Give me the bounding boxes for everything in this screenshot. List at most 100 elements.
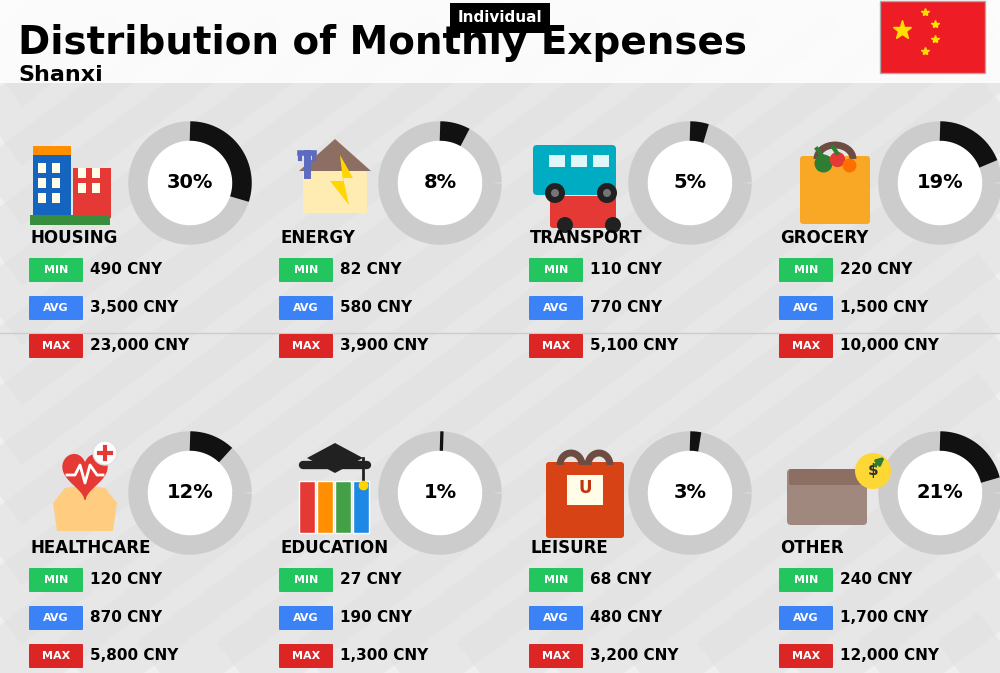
FancyBboxPatch shape [779, 606, 833, 630]
Text: MIN: MIN [294, 265, 318, 275]
FancyBboxPatch shape [529, 606, 583, 630]
Text: 30%: 30% [167, 174, 213, 192]
Text: 3,500 CNY: 3,500 CNY [90, 301, 178, 316]
FancyBboxPatch shape [529, 644, 583, 668]
Text: MAX: MAX [792, 341, 820, 351]
Polygon shape [53, 485, 117, 531]
Text: AVG: AVG [43, 303, 69, 313]
Text: $: $ [868, 464, 878, 479]
FancyBboxPatch shape [279, 258, 333, 282]
FancyBboxPatch shape [78, 183, 86, 193]
FancyBboxPatch shape [529, 258, 583, 282]
Text: AVG: AVG [793, 613, 819, 623]
Polygon shape [307, 443, 363, 473]
FancyBboxPatch shape [800, 156, 870, 224]
FancyBboxPatch shape [29, 644, 83, 668]
FancyBboxPatch shape [779, 644, 833, 668]
FancyBboxPatch shape [52, 163, 60, 173]
Text: MIN: MIN [794, 575, 818, 585]
FancyBboxPatch shape [779, 568, 833, 592]
FancyBboxPatch shape [38, 193, 46, 203]
Text: AVG: AVG [793, 303, 819, 313]
Text: 1%: 1% [423, 483, 457, 503]
Circle shape [379, 122, 501, 244]
FancyBboxPatch shape [529, 568, 583, 592]
Text: TRANSPORT: TRANSPORT [530, 229, 643, 247]
Circle shape [629, 122, 751, 244]
FancyBboxPatch shape [299, 481, 315, 533]
FancyBboxPatch shape [279, 568, 333, 592]
Text: MAX: MAX [542, 651, 570, 661]
FancyBboxPatch shape [546, 462, 624, 538]
Circle shape [545, 183, 565, 203]
FancyBboxPatch shape [529, 296, 583, 320]
Text: MIN: MIN [44, 575, 68, 585]
Text: 21%: 21% [917, 483, 963, 503]
Text: MAX: MAX [542, 341, 570, 351]
Text: HOUSING: HOUSING [30, 229, 117, 247]
Text: 120 CNY: 120 CNY [90, 573, 162, 588]
Text: 240 CNY: 240 CNY [840, 573, 912, 588]
FancyBboxPatch shape [29, 334, 83, 358]
FancyBboxPatch shape [38, 163, 46, 173]
FancyBboxPatch shape [550, 196, 616, 228]
FancyBboxPatch shape [533, 145, 616, 195]
Text: 5%: 5% [673, 174, 707, 192]
FancyBboxPatch shape [29, 258, 83, 282]
Text: MIN: MIN [44, 265, 68, 275]
Circle shape [597, 183, 617, 203]
FancyBboxPatch shape [567, 475, 603, 505]
Text: 27 CNY: 27 CNY [340, 573, 402, 588]
Text: MIN: MIN [544, 265, 568, 275]
Text: 12,000 CNY: 12,000 CNY [840, 649, 939, 664]
Text: 580 CNY: 580 CNY [340, 301, 412, 316]
FancyBboxPatch shape [92, 183, 100, 193]
Text: 68 CNY: 68 CNY [590, 573, 652, 588]
Text: Distribution of Monthly Expenses: Distribution of Monthly Expenses [18, 24, 747, 62]
FancyBboxPatch shape [353, 481, 369, 533]
Circle shape [879, 122, 1000, 244]
Text: Individual: Individual [458, 11, 542, 26]
Text: 8%: 8% [423, 174, 457, 192]
Text: 19%: 19% [917, 174, 963, 192]
FancyBboxPatch shape [779, 296, 833, 320]
FancyBboxPatch shape [787, 469, 867, 525]
Text: 870 CNY: 870 CNY [90, 610, 162, 625]
Text: MIN: MIN [294, 575, 318, 585]
Text: 23,000 CNY: 23,000 CNY [90, 339, 189, 353]
FancyBboxPatch shape [0, 0, 1000, 83]
Text: 220 CNY: 220 CNY [840, 262, 912, 277]
Text: 480 CNY: 480 CNY [590, 610, 662, 625]
Circle shape [629, 432, 751, 554]
Text: HEALTHCARE: HEALTHCARE [30, 539, 150, 557]
Text: MAX: MAX [792, 651, 820, 661]
Text: 770 CNY: 770 CNY [590, 301, 662, 316]
Text: EDUCATION: EDUCATION [280, 539, 388, 557]
Circle shape [129, 432, 251, 554]
FancyBboxPatch shape [29, 568, 83, 592]
Text: Shanxi: Shanxi [18, 65, 103, 85]
Circle shape [605, 217, 621, 233]
FancyBboxPatch shape [279, 644, 333, 668]
Circle shape [551, 189, 559, 197]
FancyBboxPatch shape [52, 193, 60, 203]
FancyBboxPatch shape [52, 178, 60, 188]
FancyBboxPatch shape [33, 146, 71, 218]
FancyBboxPatch shape [279, 334, 333, 358]
Text: MAX: MAX [292, 651, 320, 661]
Circle shape [379, 432, 501, 554]
Text: 1,300 CNY: 1,300 CNY [340, 649, 428, 664]
Text: 10,000 CNY: 10,000 CNY [840, 339, 939, 353]
Text: U: U [578, 479, 592, 497]
Text: 12%: 12% [167, 483, 213, 503]
FancyBboxPatch shape [779, 334, 833, 358]
Polygon shape [63, 455, 107, 499]
Text: MAX: MAX [42, 651, 70, 661]
FancyBboxPatch shape [33, 146, 71, 155]
Text: AVG: AVG [293, 613, 319, 623]
FancyBboxPatch shape [279, 606, 333, 630]
Text: MAX: MAX [42, 341, 70, 351]
FancyBboxPatch shape [529, 334, 583, 358]
Text: 3%: 3% [674, 483, 706, 503]
Text: AVG: AVG [293, 303, 319, 313]
